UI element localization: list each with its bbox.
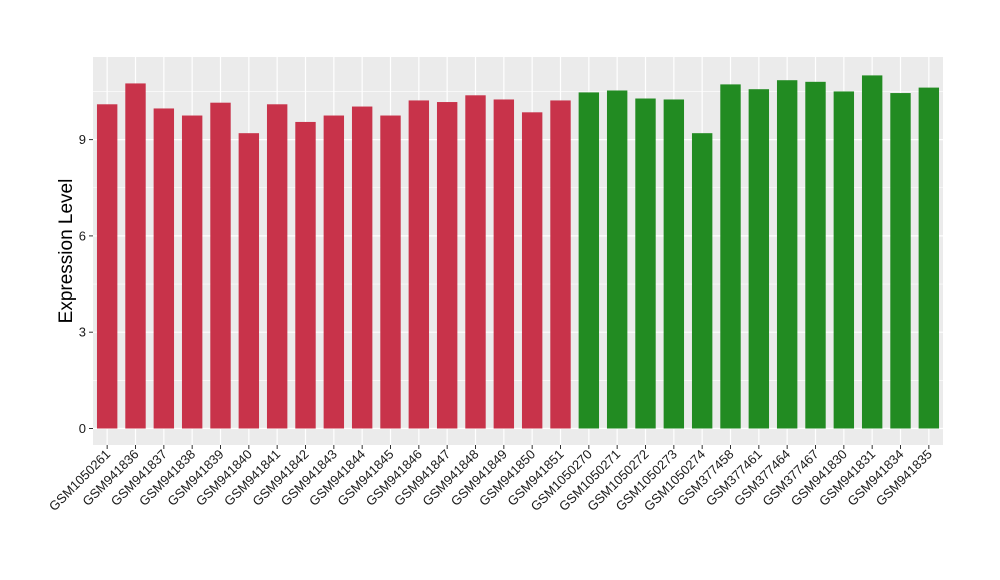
y-axis: 0 3 6 9 — [79, 132, 93, 436]
y-tick-label: 6 — [79, 228, 86, 243]
bar-GSM941838 — [181, 115, 203, 429]
bar-GSM377467 — [805, 81, 826, 429]
bar-GSM941842 — [295, 121, 316, 429]
bar-GSM941830 — [833, 91, 855, 429]
bar-GSM941835 — [918, 87, 940, 429]
bar-GSM1050272 — [635, 98, 656, 429]
bar-GSM941839 — [210, 102, 231, 429]
y-tick-label: 3 — [79, 325, 86, 340]
bar-GSM1050274 — [691, 133, 713, 429]
bar-GSM1050270 — [578, 92, 600, 429]
bar-GSM941845 — [380, 115, 401, 429]
bar-GSM941843 — [323, 115, 345, 429]
bar-GSM377464 — [776, 80, 798, 429]
bar-GSM941837 — [153, 108, 175, 429]
bar-GSM941846 — [408, 100, 430, 429]
bar-GSM1050273 — [663, 99, 685, 429]
bar-GSM1050271 — [606, 90, 628, 429]
bar-GSM941847 — [436, 102, 458, 429]
y-axis-title: Expression Level — [56, 179, 77, 324]
y-tick-label: 9 — [79, 132, 86, 147]
bar-GSM941848 — [465, 95, 486, 429]
bar-GSM941836 — [125, 83, 146, 429]
bar-GSM941844 — [351, 106, 373, 429]
bar-GSM941841 — [266, 104, 288, 429]
bar-GSM1050261 — [96, 104, 118, 429]
y-tick-label: 0 — [79, 421, 86, 436]
bar-GSM941831 — [861, 75, 883, 429]
bar-GSM941851 — [550, 100, 571, 429]
bar-GSM377461 — [748, 89, 770, 429]
bar-GSM941849 — [493, 99, 515, 429]
bar-GSM941850 — [521, 112, 543, 429]
bar-GSM377458 — [720, 84, 741, 429]
bar-GSM941834 — [890, 93, 911, 429]
bars — [96, 75, 940, 429]
x-axis: GSM1050261GSM941836GSM941837GSM941838GSM… — [46, 445, 935, 514]
bar-GSM941840 — [238, 133, 260, 429]
